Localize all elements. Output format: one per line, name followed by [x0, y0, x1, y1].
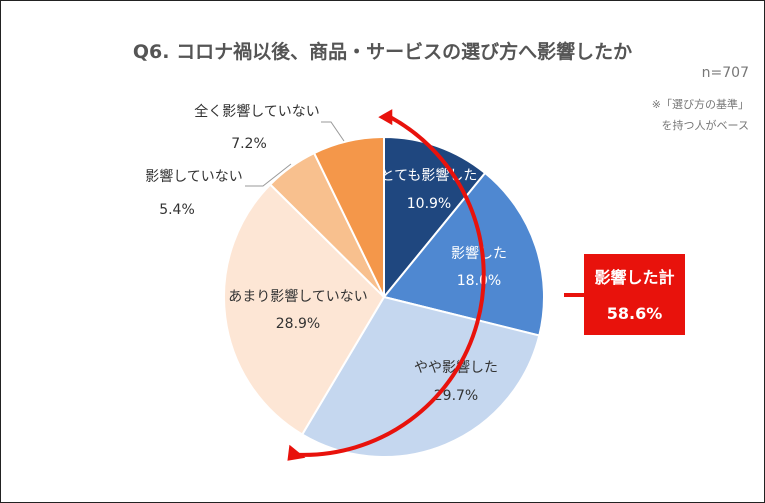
total-callout-value: 58.6%: [606, 304, 663, 323]
base-note-line-1: ※「選び方の基準」: [651, 98, 749, 111]
slice-value-label: 7.2%: [231, 136, 267, 152]
pie-slice: [300, 295, 541, 458]
sample-size-label: n=707: [701, 65, 749, 81]
arrowhead: [287, 444, 306, 461]
pie-slice: [382, 171, 545, 337]
slice-value-label: 29.7%: [434, 388, 478, 404]
leader-line: [245, 163, 292, 187]
slice-category-label: 影響していない: [145, 168, 243, 185]
leader-line: [321, 121, 345, 142]
pie-slice: [312, 135, 385, 298]
slice-category-label: 全く影響していない: [194, 103, 320, 120]
total-callout-box: 影響した計 58.6%: [584, 254, 685, 335]
slice-value-label: 5.4%: [159, 202, 195, 218]
pie-slice: [223, 183, 386, 436]
total-callout-label: 影響した計: [594, 268, 675, 287]
slice-category-label: とても影響した: [381, 167, 478, 184]
slice-category-label: あまり影響していない: [228, 288, 368, 305]
slice-value-label: 28.9%: [276, 316, 320, 332]
arrowhead: [378, 109, 393, 126]
chart-title: Q6. コロナ禍以後、商品・サービスの選び方へ影響したか: [132, 41, 633, 63]
slice-value-label: 18.0%: [457, 273, 501, 289]
total-bracket-arc: [297, 115, 486, 457]
pie-slice: [383, 135, 487, 300]
slice-value-label: 10.9%: [407, 196, 451, 212]
slice-category-label: 影響した: [451, 245, 507, 262]
base-note-line-2: を持つ人がベース: [661, 119, 749, 132]
